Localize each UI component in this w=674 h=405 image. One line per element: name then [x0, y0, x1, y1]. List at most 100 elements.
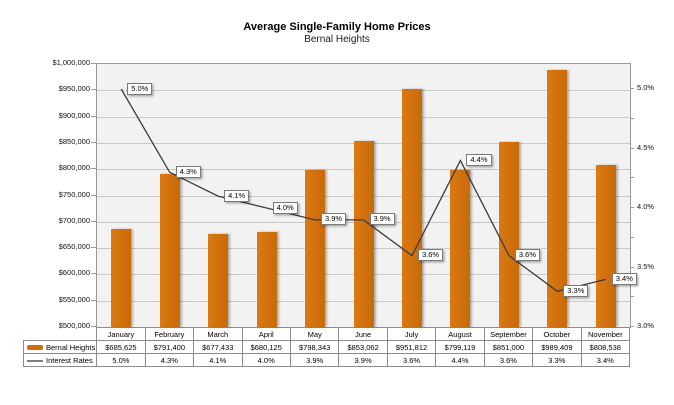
left-axis-tick [91, 326, 96, 327]
chart-title: Average Single-Family Home Prices [243, 21, 431, 33]
bar-january [111, 229, 132, 327]
left-axis-tick [91, 168, 96, 170]
legend-label-bernal-heights: Bernal Heights [46, 342, 96, 352]
right-axis-tick [630, 88, 634, 89]
table-corner-cell [24, 328, 97, 341]
left-axis-tick [91, 141, 96, 143]
left-axis-label: $700,000 [58, 215, 90, 225]
legend-cell-interest-rates: Interest Rates [22, 353, 98, 367]
data-label-june: 3.9% [369, 213, 395, 226]
interest-rates-series-swatch [27, 359, 43, 362]
bar-june [353, 141, 374, 327]
right-axis-tick [630, 296, 634, 298]
bernal-heights-series-swatch [27, 345, 43, 351]
rate-cell-august: 4.4% [435, 353, 485, 367]
gridline [97, 117, 630, 118]
right-axis-tick [630, 236, 634, 238]
month-cell-april: April [241, 327, 291, 341]
rate-cell-april: 4.0% [241, 353, 291, 367]
month-cell-october: October [532, 327, 582, 341]
bar-september [498, 142, 519, 327]
data-label-march: 4.1% [224, 189, 250, 202]
price-cell-february: $791,400 [144, 340, 195, 354]
data-label-august: 4.4% [466, 153, 492, 166]
legend-label-interest-rates: Interest Rates [46, 355, 93, 365]
right-axis-label: 4.0% [637, 202, 655, 211]
price-cell-january: $685,625 [96, 340, 146, 354]
left-axis-tick [91, 273, 96, 275]
left-axis-label: $650,000 [58, 242, 90, 252]
bar-november [595, 164, 616, 327]
left-axis-tick [91, 89, 96, 91]
left-axis-label: $750,000 [58, 189, 90, 199]
left-axis-label: $900,000 [58, 110, 90, 120]
left-axis-label: $550,000 [58, 294, 90, 304]
right-axis-label: 3.0% [637, 321, 655, 330]
data-label-october: 3.3% [563, 284, 589, 297]
price-cell-may: $798,343 [289, 340, 340, 354]
left-axis-label: $1,000,000 [52, 58, 90, 67]
month-cell-november: November [580, 327, 631, 341]
data-label-september: 3.6% [514, 249, 540, 262]
left-axis-label: $950,000 [58, 84, 90, 94]
bar-october [547, 69, 568, 327]
price-cell-october: $989,409 [532, 340, 582, 354]
rate-cell-january: 5.0% [96, 353, 146, 367]
right-axis-tick [630, 326, 634, 327]
price-cell-november: $808,538 [580, 340, 631, 354]
month-cell-july: July [386, 327, 437, 341]
rate-cell-november: 3.4% [580, 353, 631, 367]
price-cell-june: $853,062 [338, 340, 388, 354]
bar-may [305, 170, 325, 327]
right-axis-tick [630, 117, 634, 119]
data-label-january: 5.0% [127, 82, 153, 95]
left-axis-label: $500,000 [58, 321, 90, 330]
bar-february [159, 173, 180, 327]
data-table: January February March April May June July Augu… [22, 327, 631, 367]
bar-april [256, 232, 277, 327]
price-cell-april: $680,125 [241, 340, 291, 354]
bar-july [402, 89, 422, 327]
price-cell-march: $677,433 [193, 340, 243, 354]
month-cell-february: February [144, 327, 195, 341]
rate-cell-september: 3.6% [483, 353, 534, 367]
right-axis-label: 4.5% [637, 142, 655, 152]
data-label-july: 3.6% [418, 249, 444, 262]
right-axis-tick [630, 266, 634, 268]
table-row-rates: Interest Rates 5.0% 4.3% 4.1% 4.0% 3.9% 3.9% 3… [22, 353, 631, 367]
rate-cell-october: 3.3% [532, 353, 582, 367]
right-axis-label: 3.5% [637, 261, 655, 271]
table-row-months: January February March April May June July Augu… [24, 327, 631, 341]
bar-august [450, 169, 471, 327]
legend-cell-bernal-heights: Bernal Heights [22, 340, 98, 354]
rate-cell-july: 3.6% [386, 353, 437, 367]
month-cell-august: August [435, 327, 485, 341]
rate-cell-may: 3.9% [289, 353, 340, 367]
rate-cell-june: 3.9% [338, 353, 388, 367]
right-axis-label: 5.0% [637, 83, 655, 92]
data-label-april: 4.0% [272, 201, 298, 214]
gridline [97, 90, 630, 91]
right-axis-tick [630, 207, 634, 208]
month-cell-september: September [483, 327, 534, 341]
right-axis-tick [630, 177, 634, 179]
table-row-prices: Bernal Heights $685,625 $791,400 $677,433 $… [22, 340, 631, 354]
month-cell-january: January [96, 327, 146, 341]
right-axis-tick [630, 147, 634, 149]
interest-rates-line [120, 88, 606, 293]
data-label-february: 4.3% [175, 165, 201, 178]
rate-cell-february: 4.3% [144, 353, 195, 367]
month-cell-march: March [193, 327, 243, 341]
rate-cell-march: 4.1% [193, 353, 243, 367]
left-axis-tick [91, 220, 96, 222]
left-axis-label: $600,000 [58, 268, 90, 278]
bar-march [208, 233, 229, 327]
left-axis-tick [91, 63, 96, 64]
price-cell-august: $799,119 [435, 340, 485, 354]
chart-subtitle: Bernal Heights [304, 34, 370, 45]
price-cell-july: $951,812 [386, 340, 437, 354]
month-cell-june: June [338, 327, 388, 341]
plot-area: 5.0% 4.3% 4.1% 4.0% 3.9% 3.9% 3.6% 4.4% 3.6% 3.3%… [96, 63, 637, 328]
left-axis-tick [91, 194, 96, 196]
